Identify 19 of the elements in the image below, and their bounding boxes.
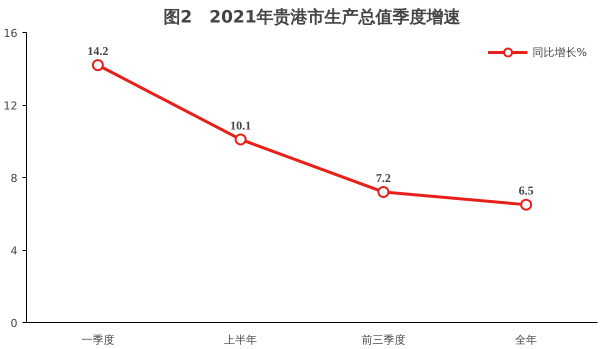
point xyxy=(234,133,247,146)
x-tick-label: 上半年 xyxy=(224,334,258,346)
x-tick-label: 前三季度 xyxy=(361,334,406,346)
point xyxy=(520,198,532,211)
y-tick-label: 0 xyxy=(10,317,18,330)
data-label: 14.2 xyxy=(87,44,108,58)
data-label: 6.5 xyxy=(518,184,534,198)
legend-label: 同比增长% xyxy=(532,44,587,60)
x-tick-label: 全年 xyxy=(515,334,538,346)
data-label: 7.2 xyxy=(376,171,391,185)
y-tick-label: 12 xyxy=(4,100,18,112)
y-tick-label: 4 xyxy=(10,244,18,258)
point xyxy=(377,186,390,198)
y-tick-label: 8 xyxy=(10,172,18,185)
chart-title: 图2 2021年贵港市生产总值季度增速 xyxy=(163,8,461,28)
point xyxy=(92,59,104,72)
x-tick-label: 一季度 xyxy=(81,334,114,346)
data-label: 10.1 xyxy=(230,118,252,132)
y-tick-label: 16 xyxy=(4,27,18,40)
